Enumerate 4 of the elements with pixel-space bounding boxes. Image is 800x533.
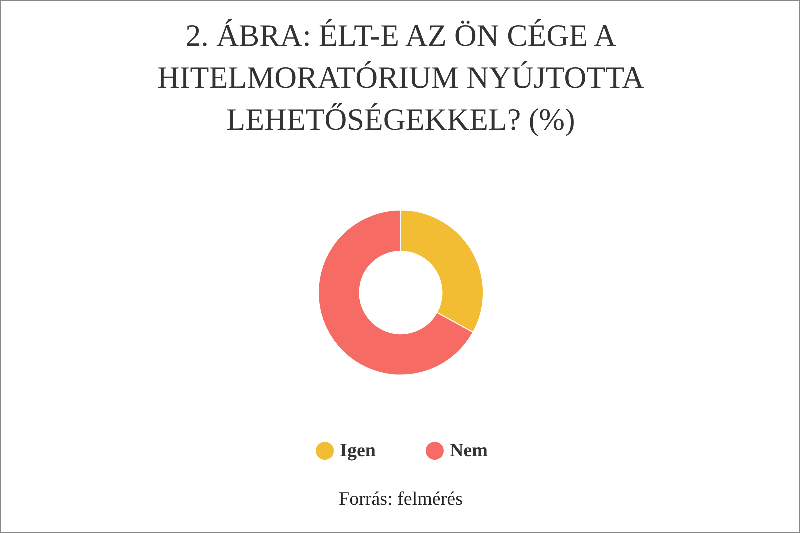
text: Forrás: felmérés xyxy=(338,489,464,511)
chart-title: 2. ÁBRA: ÉLT-E AZ ÖN CÉGE A HITELMORATÓRIUM NYÚJTOTTA LEHETŐSÉGEKKEL? (%) xyxy=(156,17,646,139)
legend-label: Igen xyxy=(340,440,376,462)
legend-label: Nem xyxy=(450,440,488,462)
